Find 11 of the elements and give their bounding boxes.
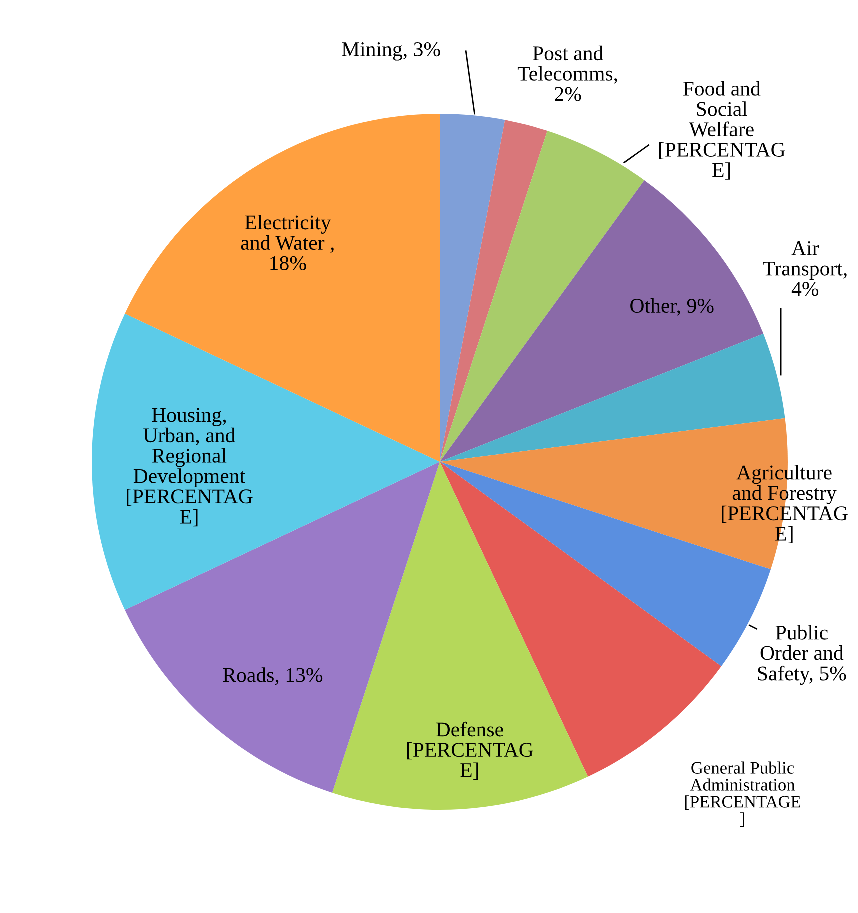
slice-label: Roads, 13% — [223, 668, 323, 686]
slice-label: Air Transport, 4% — [763, 241, 847, 296]
slice-label: General Public Administration [PERCENTAGE ] — [685, 762, 801, 827]
slice-label: Defense [PERCENTAG E] — [407, 722, 534, 780]
slice-label: Food and Social Welfare [PERCENTAG E] — [659, 81, 786, 180]
slice-label: Electricity and Water , 18% — [241, 215, 334, 270]
slice-label: Mining, 3% — [342, 42, 440, 61]
slice-label: Housing, Urban, and Regional Development [PERCENTAG E] — [127, 408, 253, 527]
slice-label: Public Order and Safety, 5% — [758, 625, 846, 686]
slice-label: Post and Telecomms, 2% — [518, 46, 618, 102]
slice-label: Other, 9% — [630, 298, 714, 316]
